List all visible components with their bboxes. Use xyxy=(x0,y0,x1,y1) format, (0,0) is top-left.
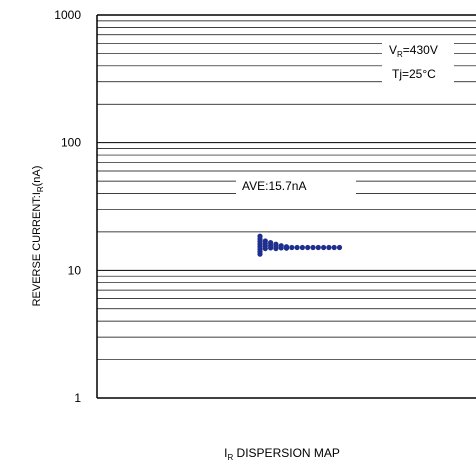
average-label: AVE:15.7nA xyxy=(242,179,307,193)
y-axis-label: REVERSE CURRENT:IR(nA) xyxy=(31,166,45,307)
grid-lines xyxy=(97,20,476,360)
data-point xyxy=(278,245,284,251)
y-tick-label: 100 xyxy=(61,136,81,150)
average-box xyxy=(236,174,356,196)
data-point xyxy=(299,244,305,251)
data-point xyxy=(315,244,321,251)
data-point xyxy=(262,245,268,252)
data-point xyxy=(257,251,263,257)
plot-frame xyxy=(96,14,476,399)
data-point xyxy=(336,244,343,251)
y-tick-label: 1000 xyxy=(54,8,81,22)
y-tick-label: 10 xyxy=(68,263,82,277)
data-point xyxy=(326,244,332,251)
data-point xyxy=(310,244,316,251)
data-point xyxy=(289,244,295,251)
data-point xyxy=(331,244,337,251)
data-point xyxy=(321,244,327,251)
data-point xyxy=(305,244,311,251)
y-tick-labels: 1 10 100 1000 xyxy=(54,8,81,405)
data-point xyxy=(268,245,274,251)
condition-box xyxy=(382,38,454,88)
condition-tj-label: Tj=25°C xyxy=(392,67,436,81)
data-point xyxy=(273,245,279,252)
y-tick-label: 1 xyxy=(74,391,81,405)
data-point xyxy=(283,245,290,251)
data-point xyxy=(294,244,300,251)
x-axis-label: IR DISPERSION MAP xyxy=(224,446,340,462)
data-points xyxy=(257,233,343,257)
condition-vr-label: VR=430V xyxy=(389,43,438,59)
